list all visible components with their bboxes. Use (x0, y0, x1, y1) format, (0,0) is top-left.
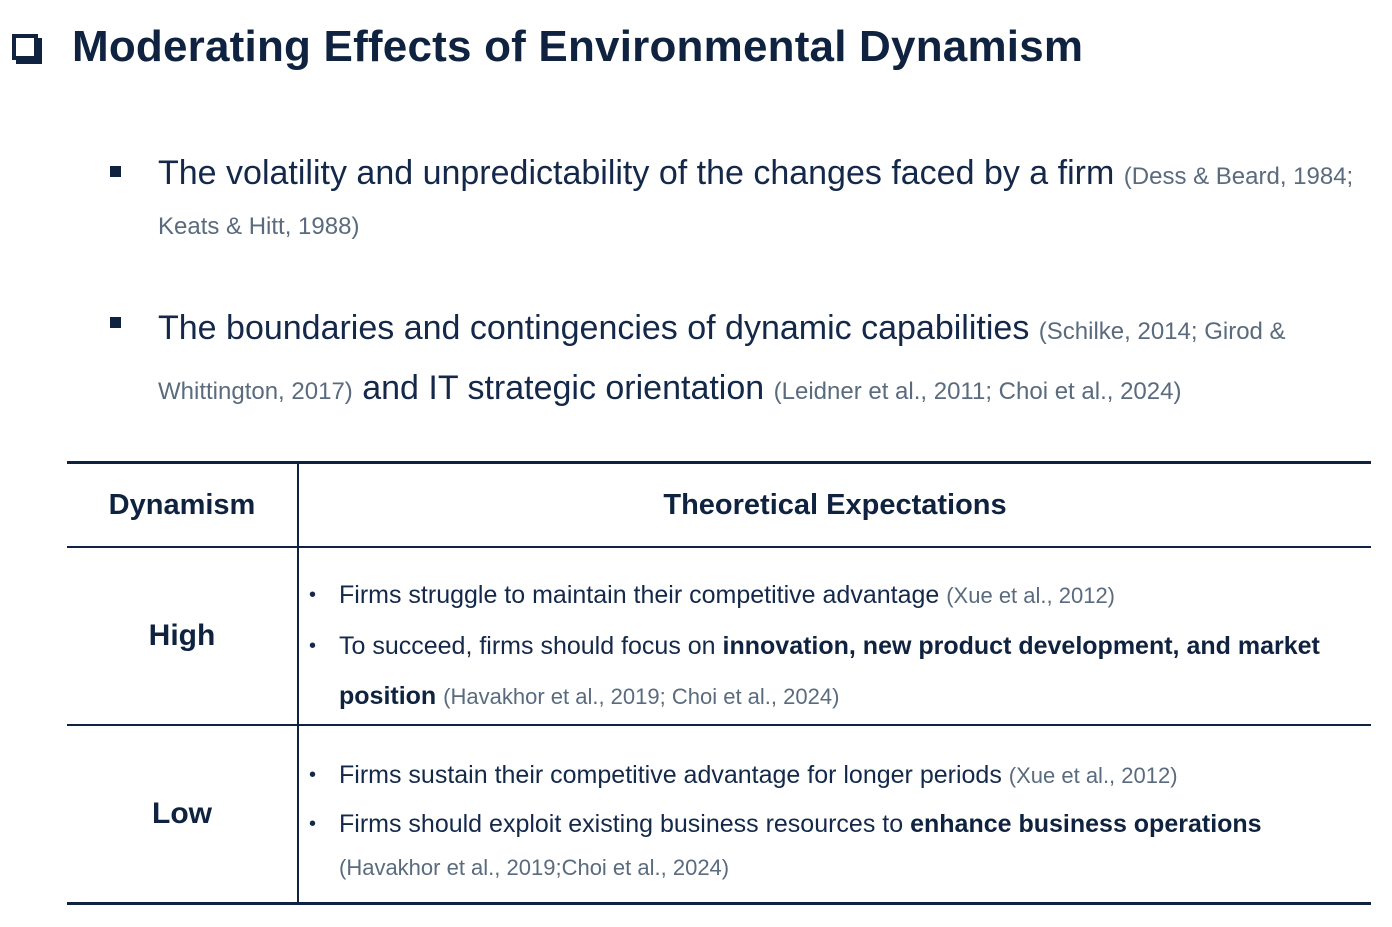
item-text: Firms struggle to maintain their competi… (339, 581, 940, 609)
item-emphasis: enhance business operations (910, 810, 1262, 838)
row-label-low: Low (67, 725, 299, 905)
row-expectations-high: Firms struggle to maintain their competi… (298, 547, 1371, 726)
bullet-body: The boundaries and contingencies of dyna… (158, 300, 1370, 420)
bullet-body: The volatility and unpredictability of t… (158, 150, 1370, 250)
item-citation: (Xue et al., 2012) (946, 583, 1116, 608)
table-header-row: Dynamism Theoretical Expectations (67, 461, 1371, 548)
bullet-boundaries: The boundaries and contingencies of dyna… (110, 300, 1370, 420)
item-text: Firms sustain their competitive advantag… (339, 761, 1002, 789)
bullet-definition: The volatility and unpredictability of t… (110, 150, 1370, 250)
item-text: Firms should exploit existing business r… (339, 810, 904, 838)
header-dynamism: Dynamism (67, 461, 299, 548)
item-emphasis: innovation, new product development, and… (339, 632, 1320, 710)
table-row-high: High Firms struggle to maintain their co… (67, 547, 1371, 726)
square-bullet-icon (110, 166, 121, 177)
bullet-text: The boundaries and contingencies of dyna… (158, 309, 1030, 347)
item-text: To succeed, firms should focus on (339, 632, 716, 660)
row-expectations-low: Firms sustain their competitive advantag… (298, 725, 1371, 905)
square-bullet-icon (110, 317, 121, 328)
header-theoretical-expectations: Theoretical Expectations (298, 461, 1371, 548)
checkbox-bullet-icon (12, 34, 38, 60)
row-label-high: High (67, 547, 299, 726)
slide-title-row: Moderating Effects of Environmental Dyna… (12, 22, 1083, 72)
list-item: To succeed, firms should focus on innova… (309, 621, 1351, 722)
bullet-text: The volatility and unpredictability of t… (158, 154, 1115, 192)
table-row-low: Low Firms sustain their competitive adva… (67, 725, 1371, 905)
list-item: Firms should exploit existing business r… (309, 801, 1351, 888)
bullet-citation: (Schilke, 2014; Girod & Whittington, 201… (158, 318, 1286, 405)
slide-title: Moderating Effects of Environmental Dyna… (72, 22, 1084, 71)
bullet-citation: (Dess & Beard, 1984; Keats & Hitt, 1988) (158, 163, 1354, 240)
list-item: Firms struggle to maintain their competi… (309, 570, 1351, 621)
item-citation: (Havakhor et al., 2019; Choi et al., 202… (443, 684, 840, 709)
dynamism-table: Dynamism Theoretical Expectations High F… (67, 461, 1371, 905)
bullet-citation: (Leidner et al., 2011; Choi et al., 2024… (773, 378, 1182, 405)
item-citation: (Xue et al., 2012) (1008, 763, 1178, 788)
bullet-text: and IT strategic orientation (362, 369, 765, 407)
item-citation: (Havakhor et al., 2019;Choi et al., 2024… (339, 855, 730, 880)
list-item: Firms sustain their competitive advantag… (309, 750, 1351, 801)
